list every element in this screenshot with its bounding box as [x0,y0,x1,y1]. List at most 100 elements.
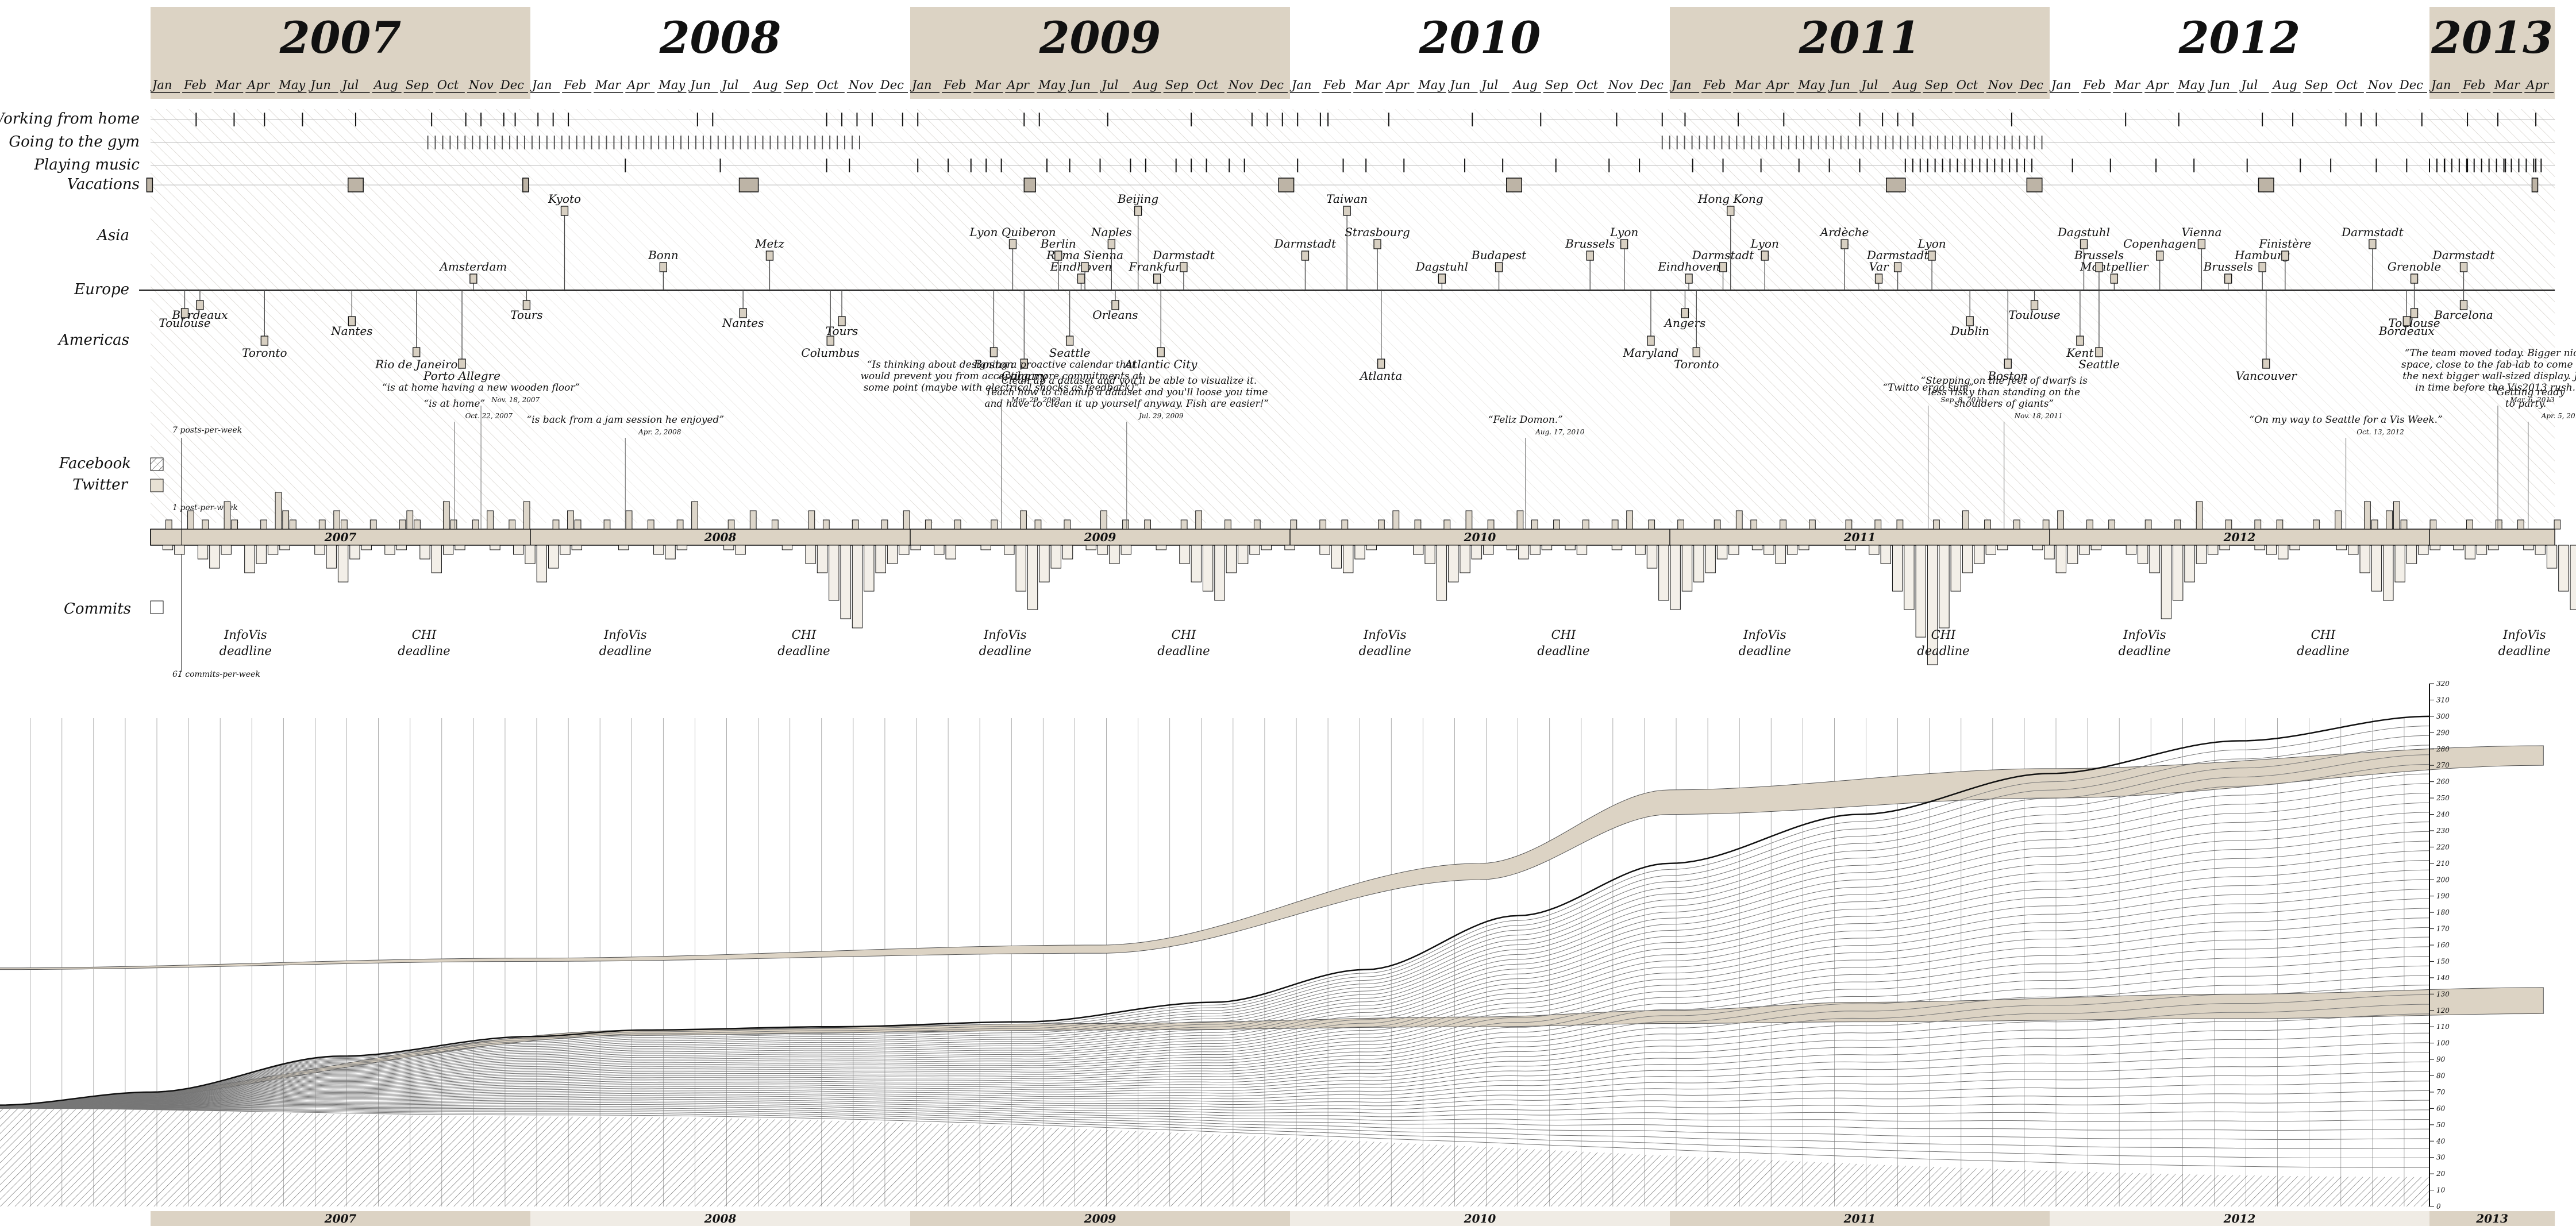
month-label-2010-May: May [1418,78,1445,92]
travel-box [2258,262,2266,272]
year-band-hatch-2010 [1290,109,1670,523]
month-label-2007-Jan: Jan [150,78,172,92]
travel-box [2369,239,2377,249]
city-americas-9: Maryland [1622,346,1678,360]
facebook-bar [275,492,282,530]
year-band-hatch-2012 [2050,109,2429,523]
y-tick-label-160: 160 [2436,941,2450,949]
area-series-line [0,859,2430,1107]
city-europe-up-22: Lyon [1917,237,1946,250]
scale-mid-label: 1 post-per-week [172,503,238,512]
commit-bar [1962,545,1973,573]
commit-bar [1319,545,1330,555]
row-label-2: Playing music [33,156,140,174]
row-label-1: Going to the gym [9,133,140,151]
y-tick-label-120: 120 [2436,1007,2450,1015]
facebook-bar [341,519,348,530]
city-europe-down-3: Tours [510,308,543,322]
facebook-bar [808,510,815,530]
facebook-bar [2276,519,2284,530]
travel-box [1840,239,1849,249]
facebook-bar [1122,519,1129,530]
area-band-0 [0,987,2544,1109]
quote-date-4: Jul. 29, 2009 [1137,412,1184,420]
travel-box [522,300,531,310]
commit-bar [2090,545,2102,550]
city-americas-13: Seattle [2078,357,2120,371]
commit-bar [314,545,325,555]
city-europe-up-20: Var [1869,260,1890,273]
year-band-hatch-2008 [530,109,910,523]
month-label-2007-Jun: Jun [308,78,330,92]
commit-bar [2149,545,2160,573]
travel-box [2459,262,2468,272]
facebook-bar [1531,519,1538,530]
deadline-name-3: CHI [792,628,817,642]
travel-box [2262,358,2270,369]
deadline-name-10: InfoVis [2123,628,2166,642]
facebook-bar [202,519,209,530]
commit-bar [1506,545,1518,550]
y-tick-label-60: 60 [2436,1104,2446,1112]
year-band-header-2013 [2429,7,2555,99]
month-label-2009-Aug: Aug [1133,78,1158,92]
area-series-line [0,773,2430,1106]
commit-bar [2254,545,2265,550]
city-americas-5: Calgary [1002,369,1048,383]
vacation-mark [2026,178,2043,192]
city-europe-down-0: Bordeaux [171,308,228,322]
y-tick-label-320: 320 [2436,680,2450,688]
area-series-line [0,1100,2430,1114]
area-series-line [0,793,2430,1107]
commit-bar [723,545,734,550]
y-tick-label-210: 210 [2436,859,2450,868]
city-europe-up-3: Lyon Quiberon [969,225,1056,239]
vacation-mark [2531,178,2539,192]
month-label-2009-May: May [1038,78,1065,92]
y-tick-label-20: 20 [2436,1170,2446,1178]
month-label-2009-Dec: Dec [1260,78,1284,92]
social-axis-year-2012: 2012 [2223,530,2256,544]
area-series-line [0,1108,2429,1159]
facebook-bar [333,510,340,530]
y-tick-label-280: 280 [2436,745,2450,753]
y-tick-label-180: 180 [2436,908,2450,916]
y-tick-label-250: 250 [2436,794,2450,802]
travel-box [1153,273,1161,284]
year-header-2008: 2008 [659,12,781,63]
month-label-2008-Jan: Jan [530,78,552,92]
travel-box [826,336,834,346]
facebook-bar [2429,519,2437,530]
month-label-2010-Apr: Apr [1385,78,1410,92]
bottom-axis-year-2013: 2013 [2475,1212,2508,1225]
commit-bar [536,545,548,583]
area-series-line [0,735,2430,1106]
social-timeline-axis [150,529,2555,546]
city-americas-14: Vancouver [2236,369,2298,383]
city-europe-down-6: Orleans [1092,308,1138,322]
month-label-2010-Mar: Mar [1354,78,1381,92]
quote-3-line-2: some point (maybe with electrical shocks… [864,382,1139,394]
deadline-sub-7: deadline [1537,644,1589,658]
commit-bar [174,545,185,555]
facebook-bar [852,519,859,530]
commit-bar [781,545,793,550]
month-label-2008-Jun: Jun [688,78,710,92]
commit-bar [1366,545,1377,550]
travel-box [1438,273,1446,284]
facebook-bar [1962,510,1969,530]
row-label-3: Vacations [67,176,140,193]
travel-label-asia: Asia [96,227,129,244]
commit-bar [875,545,886,573]
facebook-bar [1290,519,1297,530]
travel-box [1719,262,1727,272]
area-series-line [0,1013,2430,1108]
travel-box [739,308,747,318]
travel-box [1495,262,1503,272]
month-label-2007-May: May [278,78,306,92]
area-series-line [0,1081,2430,1108]
quote-10-line-1: to party.” [2505,398,2551,410]
month-label-2009-Oct: Oct [1197,78,1219,92]
commit-bar [980,545,991,550]
travel-box [1157,347,1165,357]
